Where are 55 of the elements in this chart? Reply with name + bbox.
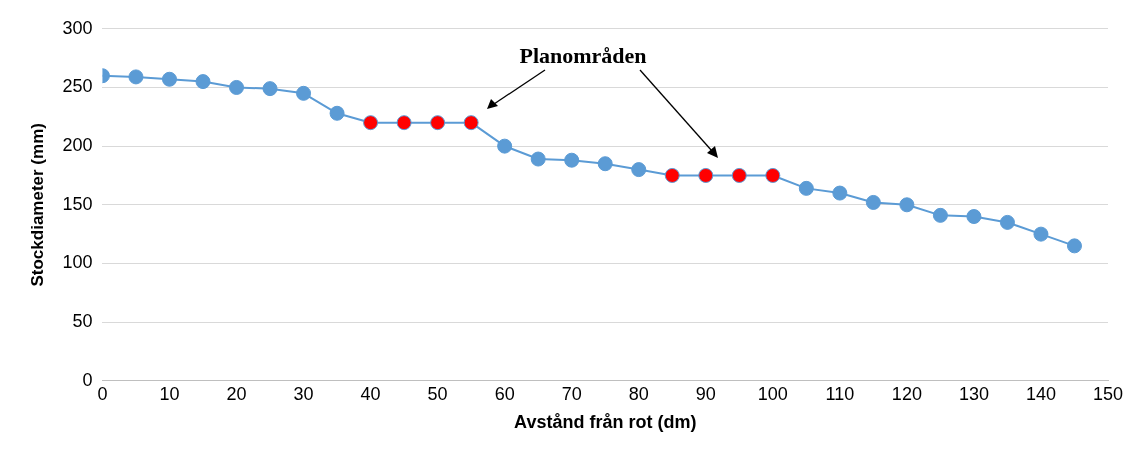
- point: [664, 167, 680, 183]
- y-axis-title: Stockdiameter (mm): [27, 123, 47, 287]
- point: [899, 197, 915, 213]
- y-tick-label: 200: [62, 135, 93, 156]
- point: [1066, 238, 1082, 254]
- x-tick-label: 100: [757, 383, 788, 404]
- y-tick-label: 50: [72, 311, 93, 332]
- point: [631, 162, 647, 178]
- point: [329, 105, 345, 121]
- point: [597, 156, 613, 172]
- point: [1033, 226, 1049, 242]
- point: [698, 167, 714, 183]
- y-tick-label: 150: [62, 193, 93, 214]
- x-tick-label: 70: [561, 383, 582, 404]
- annotation: Planområden: [519, 42, 647, 68]
- x-tick-label: 110: [825, 383, 855, 404]
- x-tick-label: 10: [159, 383, 180, 404]
- point: [932, 207, 948, 223]
- point: [430, 115, 446, 131]
- point: [128, 69, 144, 85]
- x-tick-label: 40: [360, 383, 381, 404]
- point: [765, 167, 781, 183]
- point: [966, 209, 982, 225]
- point: [798, 180, 814, 196]
- point: [832, 185, 848, 201]
- point: [296, 85, 312, 101]
- y-tick-label: 300: [62, 17, 93, 38]
- x-tick-label: 120: [891, 383, 922, 404]
- point: [396, 115, 412, 131]
- x-tick-label: 90: [695, 383, 716, 404]
- x-tick-label: 20: [226, 383, 247, 404]
- point: [161, 71, 177, 87]
- x-tick-label: 60: [494, 383, 515, 404]
- x-tick-label: 130: [958, 383, 989, 404]
- x-tick-label: 150: [1092, 383, 1124, 404]
- y-tick-label: 250: [62, 76, 93, 97]
- x-tick-label: 140: [1025, 383, 1056, 404]
- point: [530, 151, 546, 167]
- x-tick-label: 0: [97, 383, 108, 404]
- y-tick-label: 0: [82, 369, 93, 390]
- point: [865, 194, 881, 210]
- point: [497, 138, 513, 154]
- point: [363, 115, 379, 131]
- x-tick-label: 30: [293, 383, 314, 404]
- point: [195, 74, 211, 90]
- point: [262, 81, 278, 97]
- x-tick-label: 80: [628, 383, 649, 404]
- point: [229, 79, 245, 95]
- point: [731, 167, 747, 183]
- x-tick-label: 50: [427, 383, 448, 404]
- point: [463, 115, 479, 131]
- y-tick-label: 100: [62, 252, 93, 273]
- point: [564, 152, 580, 168]
- point: [999, 214, 1015, 230]
- x-axis-title: Avstånd från rot (dm): [514, 412, 697, 433]
